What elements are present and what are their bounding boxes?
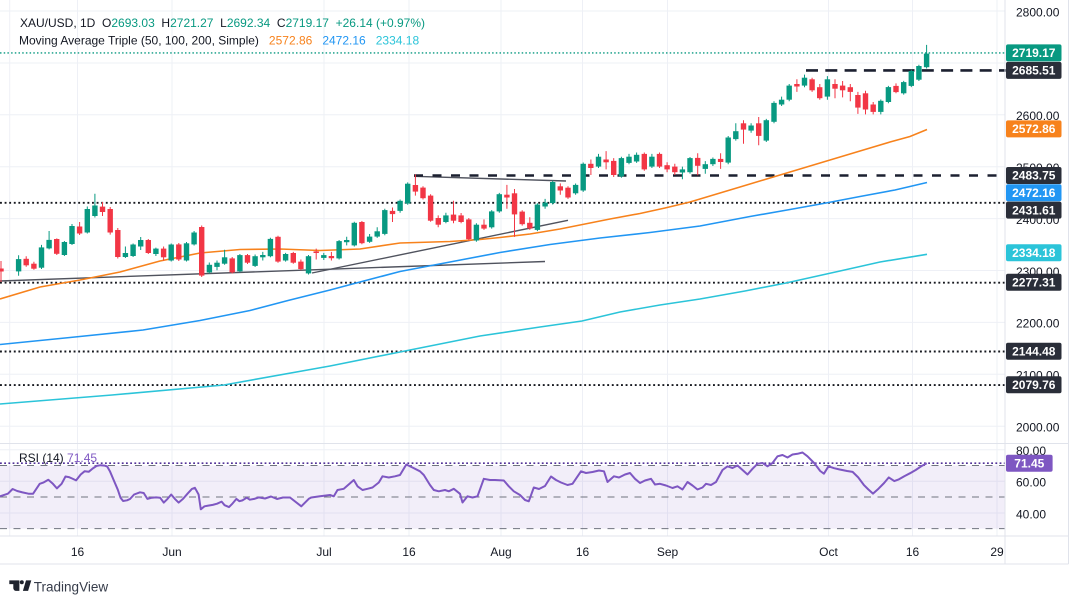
svg-text:2277.31: 2277.31 (1012, 276, 1056, 290)
svg-text:TradingView: TradingView (34, 579, 109, 594)
svg-text:2079.76: 2079.76 (1012, 378, 1056, 392)
svg-text:2483.75: 2483.75 (1012, 169, 1056, 183)
svg-text:RSI (14) 71.45: RSI (14) 71.45 (19, 451, 97, 465)
svg-text:16: 16 (576, 545, 590, 559)
svg-text:60.00: 60.00 (1016, 476, 1046, 490)
svg-text:2800.00: 2800.00 (1016, 5, 1060, 19)
svg-text:Sep: Sep (657, 545, 679, 559)
svg-text:40.00: 40.00 (1016, 507, 1046, 521)
svg-text:Aug: Aug (490, 545, 511, 559)
svg-text:80.00: 80.00 (1016, 444, 1046, 458)
svg-text:2719.17: 2719.17 (1012, 46, 1056, 60)
svg-text:16: 16 (402, 545, 416, 559)
svg-text:29: 29 (990, 545, 1004, 559)
svg-text:71.45: 71.45 (1014, 457, 1044, 471)
svg-text:2572.86: 2572.86 (1012, 122, 1056, 136)
svg-text:16: 16 (906, 545, 920, 559)
svg-text:Jul: Jul (316, 545, 331, 559)
svg-text:2472.16: 2472.16 (1012, 186, 1056, 200)
svg-text:2144.48: 2144.48 (1012, 344, 1056, 358)
svg-text:2685.51: 2685.51 (1012, 64, 1056, 78)
svg-text:2600.00: 2600.00 (1016, 109, 1060, 123)
svg-text:XAU/USD, 1D O2693.03 H2721.2: XAU/USD, 1D O2693.03 H2721.27 L2692.34 C… (20, 16, 425, 30)
svg-text:2200.00: 2200.00 (1016, 317, 1060, 331)
svg-text:Jun: Jun (162, 545, 181, 559)
svg-text:Moving Average Triple (50, 100: Moving Average Triple (50, 100, 200, Sim… (19, 34, 419, 48)
svg-text:2431.61: 2431.61 (1012, 203, 1056, 217)
svg-text:16: 16 (71, 545, 85, 559)
svg-text:Oct: Oct (819, 545, 838, 559)
svg-text:2000.00: 2000.00 (1016, 421, 1060, 435)
svg-text:2334.18: 2334.18 (1012, 246, 1056, 260)
